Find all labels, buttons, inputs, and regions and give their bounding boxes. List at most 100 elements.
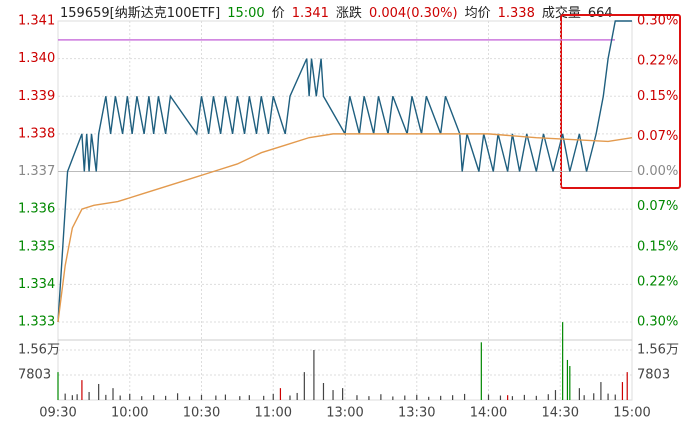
volume-bar — [578, 388, 580, 400]
volume-bar — [356, 395, 358, 400]
volume-bar — [57, 372, 59, 400]
y-tick-label: 1.333 — [18, 315, 55, 330]
price: 1.341 — [291, 6, 329, 21]
volume-bar — [614, 394, 616, 400]
volume-tick-label: 1.56万 — [637, 343, 679, 358]
volume-bar — [523, 394, 525, 400]
volume: 664 — [587, 6, 613, 21]
volume-bar — [380, 394, 382, 400]
x-tick-label: 13:00 — [326, 406, 363, 421]
volume-bar — [153, 395, 155, 400]
volume-bar — [263, 395, 265, 400]
volume-bar — [98, 383, 100, 400]
volume-bar — [480, 342, 482, 400]
volume-bar — [289, 395, 291, 400]
code: 159659[纳斯达克100ETF] — [60, 6, 221, 21]
volume-bar — [303, 372, 305, 400]
volume-bar — [562, 322, 564, 400]
volume-bar — [507, 395, 509, 400]
price-line — [57, 20, 632, 323]
volume-bar — [129, 393, 131, 400]
x-tick-label: 13:30 — [398, 406, 435, 421]
volume-bar — [224, 394, 227, 400]
y-tick-label: 1.339 — [18, 89, 55, 104]
volume-bar — [583, 395, 585, 400]
y2-tick-label: 0.07% — [637, 129, 678, 144]
volume-label: 成交量 — [541, 6, 581, 21]
volume-bar — [569, 366, 571, 400]
avg-label: 均价 — [464, 6, 491, 21]
volume-bar — [487, 394, 490, 400]
y2-tick-label: 0.22% — [637, 274, 678, 289]
change: 0.004(0.30%) — [368, 6, 458, 21]
y2-tick-label: 0.22% — [637, 54, 678, 69]
volume-bar — [428, 396, 430, 400]
volume-bar — [248, 395, 250, 400]
y-tick-label: 1.335 — [18, 239, 55, 254]
x-tick-label: 10:00 — [111, 406, 148, 421]
volume-bar — [239, 396, 241, 400]
volume-tick-label: 7803 — [637, 367, 670, 382]
y2-tick-label: 0.15% — [637, 239, 678, 254]
volume-bar — [81, 380, 83, 400]
y2-tick-label: 0.00% — [637, 164, 678, 179]
volume-bar — [600, 382, 602, 400]
volume-bar — [332, 390, 334, 400]
volume-bar — [200, 394, 203, 400]
volume-bar — [105, 394, 107, 400]
y2-tick-label: 0.30% — [637, 315, 678, 330]
volume-bar — [404, 395, 406, 400]
x-tick-label: 14:00 — [470, 406, 507, 421]
volume-bar — [535, 395, 537, 400]
volume-bar — [593, 393, 595, 400]
volume-bar — [463, 393, 466, 400]
volume-bar — [88, 391, 90, 400]
volume-bar — [188, 396, 191, 400]
volume-bar — [392, 396, 394, 400]
volume-bar — [499, 395, 502, 400]
volume-tick-label: 1.56万 — [18, 343, 60, 358]
x-tick-label: 15:00 — [613, 406, 650, 421]
volume-bar — [71, 395, 73, 400]
volume-bar — [76, 394, 78, 400]
y-tick-label: 1.334 — [18, 277, 55, 292]
x-tick-label: 09:30 — [39, 406, 76, 421]
volume-tick-label: 7803 — [18, 367, 51, 382]
avg: 1.338 — [497, 6, 535, 21]
change-label: 涨跌 — [335, 6, 362, 21]
volume-bar — [416, 394, 418, 400]
time: 15:00 — [227, 6, 265, 21]
volume-bar — [440, 395, 442, 400]
y-tick-label: 1.340 — [18, 51, 55, 66]
volume-bar — [511, 396, 514, 400]
volume-bar — [452, 395, 454, 400]
price-label: 价 — [271, 6, 285, 21]
volume-bar — [279, 388, 282, 400]
volume-bar — [64, 393, 66, 400]
volume-bar — [607, 393, 609, 400]
volume-bar — [215, 395, 217, 400]
volume-bar — [621, 382, 624, 400]
volume-bar — [165, 395, 167, 400]
y-tick-label: 1.338 — [18, 126, 55, 141]
volume-bar — [554, 390, 557, 400]
volume-bar — [322, 383, 325, 400]
y2-tick-label: 0.07% — [637, 199, 678, 214]
price-line — [57, 133, 633, 323]
volume-bar — [112, 388, 114, 400]
y2-tick-label: 0.15% — [637, 89, 678, 104]
volume-bar — [626, 372, 628, 400]
volume-bar — [141, 396, 143, 400]
volume-bar — [566, 359, 569, 400]
volume-bar — [176, 393, 179, 400]
y-tick-label: 1.337 — [18, 164, 55, 179]
volume-bar — [368, 396, 370, 400]
volume-bar — [296, 392, 298, 400]
volume-bar — [272, 393, 274, 400]
highlight-box — [560, 14, 681, 189]
y-tick-label: 1.341 — [18, 14, 55, 29]
x-tick-label: 10:30 — [183, 406, 220, 421]
x-tick-label: 11:00 — [255, 406, 292, 421]
